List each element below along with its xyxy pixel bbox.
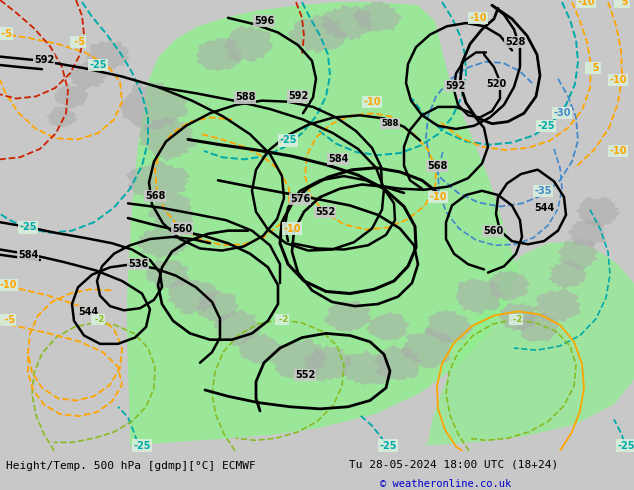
- Polygon shape: [366, 312, 410, 341]
- Text: 552: 552: [315, 207, 335, 217]
- Text: -25: -25: [379, 441, 397, 451]
- Text: 544: 544: [78, 307, 98, 318]
- Text: 576: 576: [290, 194, 310, 204]
- Text: -35: -35: [534, 186, 552, 196]
- Text: -10: -10: [577, 0, 595, 7]
- Polygon shape: [197, 289, 240, 322]
- Text: 584: 584: [328, 154, 348, 164]
- Polygon shape: [213, 309, 261, 346]
- Text: -25: -25: [19, 222, 37, 232]
- Text: -10: -10: [283, 223, 301, 234]
- Text: -5: -5: [1, 315, 15, 325]
- Text: 560: 560: [172, 223, 192, 234]
- Polygon shape: [137, 227, 189, 259]
- Polygon shape: [148, 194, 193, 231]
- Polygon shape: [321, 5, 373, 41]
- Text: 5: 5: [586, 63, 600, 73]
- Polygon shape: [288, 14, 348, 54]
- Polygon shape: [342, 350, 394, 385]
- Text: -10: -10: [429, 192, 447, 202]
- Text: -25: -25: [279, 135, 297, 146]
- Polygon shape: [68, 61, 108, 89]
- Text: -10: -10: [0, 280, 16, 290]
- Text: -2: -2: [510, 315, 522, 324]
- Text: 520: 520: [486, 79, 506, 89]
- Text: -10: -10: [609, 74, 627, 85]
- Text: 560: 560: [483, 225, 503, 236]
- Polygon shape: [120, 82, 188, 131]
- Text: -2: -2: [276, 315, 288, 324]
- Text: 5: 5: [615, 0, 629, 7]
- Text: -5: -5: [0, 28, 12, 39]
- Polygon shape: [55, 85, 88, 109]
- Polygon shape: [139, 116, 196, 161]
- Polygon shape: [576, 196, 621, 226]
- Text: 552: 552: [295, 370, 315, 380]
- Polygon shape: [489, 270, 531, 301]
- Polygon shape: [516, 312, 559, 342]
- Text: 588: 588: [381, 119, 399, 128]
- Polygon shape: [557, 239, 599, 270]
- Text: -2: -2: [92, 315, 104, 324]
- Text: 568: 568: [427, 161, 447, 171]
- Text: © weatheronline.co.uk: © weatheronline.co.uk: [380, 479, 512, 489]
- Polygon shape: [126, 161, 190, 197]
- Text: -10: -10: [469, 13, 487, 23]
- Polygon shape: [146, 260, 189, 290]
- Polygon shape: [424, 310, 473, 344]
- Text: 592: 592: [288, 92, 308, 101]
- Text: 592: 592: [34, 55, 54, 65]
- Polygon shape: [167, 277, 217, 315]
- Polygon shape: [195, 38, 242, 71]
- Text: 592: 592: [445, 81, 465, 91]
- Polygon shape: [456, 279, 504, 315]
- Polygon shape: [401, 328, 453, 368]
- Text: 568: 568: [145, 191, 165, 201]
- Polygon shape: [353, 1, 403, 31]
- Text: 584: 584: [18, 250, 38, 260]
- Polygon shape: [567, 219, 605, 246]
- Polygon shape: [425, 241, 634, 445]
- Text: 528: 528: [505, 37, 525, 47]
- Text: -25: -25: [133, 441, 151, 451]
- Polygon shape: [269, 339, 328, 379]
- Text: -25: -25: [89, 60, 107, 70]
- Polygon shape: [222, 25, 274, 62]
- Polygon shape: [238, 333, 281, 364]
- Polygon shape: [86, 40, 129, 69]
- Polygon shape: [373, 345, 423, 380]
- Polygon shape: [533, 289, 581, 322]
- Text: -25: -25: [618, 441, 634, 451]
- Polygon shape: [498, 302, 538, 332]
- Polygon shape: [548, 260, 587, 290]
- Text: -10: -10: [363, 97, 381, 107]
- Text: -10: -10: [609, 146, 627, 156]
- Text: -5: -5: [71, 37, 85, 47]
- Text: -30: -30: [553, 108, 571, 118]
- Text: Tu 28-05-2024 18:00 UTC (18+24): Tu 28-05-2024 18:00 UTC (18+24): [349, 460, 558, 469]
- Text: 596: 596: [254, 16, 274, 26]
- Polygon shape: [304, 345, 353, 382]
- Polygon shape: [127, 2, 518, 445]
- Text: 588: 588: [235, 93, 256, 102]
- Polygon shape: [324, 300, 371, 332]
- Polygon shape: [46, 107, 77, 128]
- Text: 544: 544: [534, 202, 554, 213]
- Text: Height/Temp. 500 hPa [gdmp][°C] ECMWF: Height/Temp. 500 hPa [gdmp][°C] ECMWF: [6, 462, 256, 471]
- Text: 536: 536: [128, 259, 148, 269]
- Text: -25: -25: [537, 121, 555, 131]
